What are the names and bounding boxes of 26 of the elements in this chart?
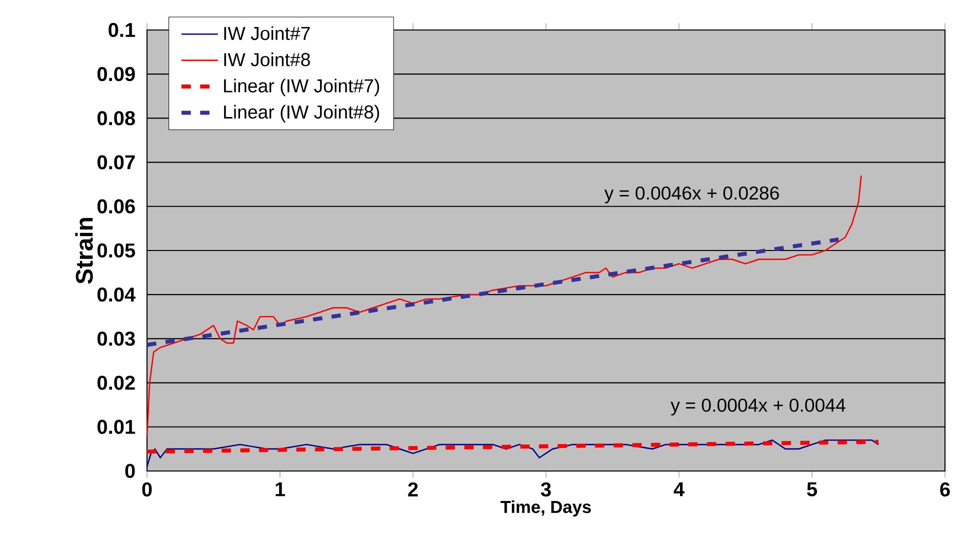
x-tick-label: 0	[142, 482, 152, 497]
x-axis-title: Time, Days	[500, 500, 591, 517]
legend-label: Linear (IW Joint#7)	[224, 78, 380, 96]
y-tick-label: 0.1	[108, 22, 136, 38]
y-tick-label: 0.02	[97, 376, 135, 390]
y-tick-label: 0.05	[97, 243, 136, 258]
x-tick-label: 1	[276, 482, 285, 496]
annotation: y = 0.0004x + 0.0044	[670, 398, 846, 416]
y-tick-label: 0.09	[97, 67, 135, 82]
y-tick-label: 0.06	[97, 199, 135, 214]
legend-label: Linear (IW Joint#8)	[224, 104, 380, 122]
y-tick-label: 0.01	[97, 420, 136, 434]
x-tick-label: 3	[540, 482, 551, 497]
y-tick-label: 0.03	[97, 332, 135, 346]
x-tick-label: 2	[408, 482, 418, 496]
y-axis-title: Strain	[75, 218, 93, 284]
legend-label: IW Joint#7	[224, 26, 310, 40]
y-tick-label: 0.04	[97, 288, 136, 302]
y-tick-label: 0	[125, 464, 135, 478]
y-tick-label: 0.08	[97, 111, 135, 126]
x-tick-label: 5	[807, 482, 817, 496]
x-tick-label: 6	[940, 482, 950, 497]
annotation: y = 0.0046x + 0.0286	[604, 186, 779, 204]
x-tick-label: 4	[674, 482, 684, 496]
y-tick-label: 0.07	[97, 155, 135, 170]
legend-label: IW Joint#8	[224, 52, 310, 66]
